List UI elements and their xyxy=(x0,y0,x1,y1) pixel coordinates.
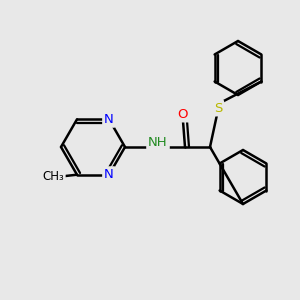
Text: N: N xyxy=(104,113,114,126)
Text: O: O xyxy=(178,107,188,121)
Text: NH: NH xyxy=(148,136,168,148)
Text: CH₃: CH₃ xyxy=(42,170,64,183)
Text: N: N xyxy=(104,168,114,181)
Text: S: S xyxy=(214,101,222,115)
